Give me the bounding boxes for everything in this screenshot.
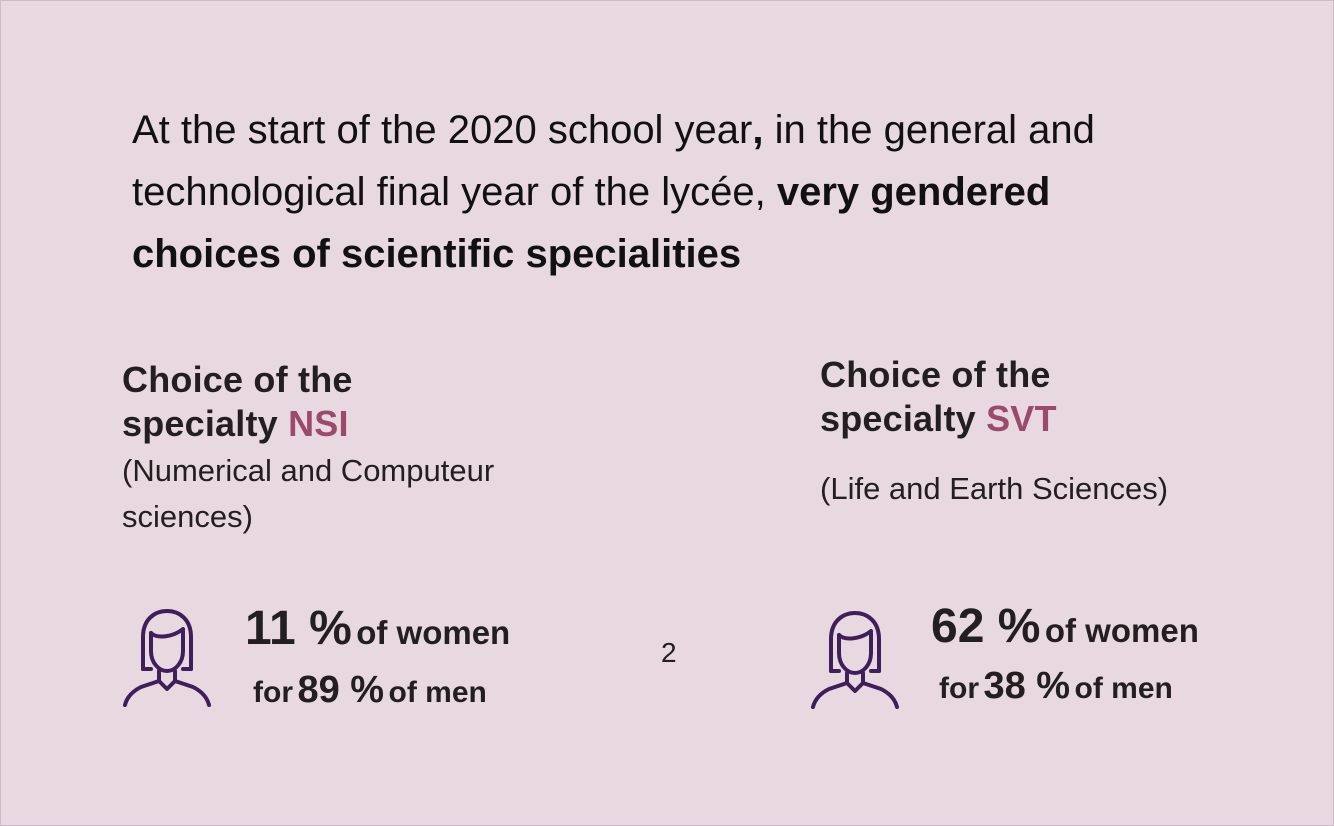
nsi-title: Choice of the specialty NSI <box>122 358 353 446</box>
nsi-title-prefix: specialty <box>122 403 289 444</box>
svt-title-line1: Choice of the <box>820 354 1051 395</box>
woman-icon <box>811 611 899 709</box>
nsi-women-suffix: of women <box>356 614 511 651</box>
headline-comma: , <box>752 108 764 152</box>
svt-subtitle: (Life and Earth Sciences) <box>820 471 1169 506</box>
svt-men-stat: for 38 % of men <box>939 665 1173 708</box>
nsi-title-line1: Choice of the <box>122 359 353 400</box>
nsi-men-stat: for 89 % of men <box>253 669 487 712</box>
svt-acronym: SVT <box>986 398 1057 439</box>
nsi-for-label: for <box>253 676 293 709</box>
nsi-men-suffix: of men <box>388 676 487 709</box>
nsi-women-stat: 11 % of women <box>245 601 510 656</box>
woman-icon <box>123 609 211 707</box>
nsi-men-pct: 89 % <box>297 669 385 711</box>
page-number: 2 <box>661 637 677 668</box>
nsi-women-pct: 11 % <box>245 602 352 655</box>
nsi-acronym: NSI <box>288 403 349 444</box>
nsi-subtitle: (Numerical and Computeur sciences) <box>122 453 495 534</box>
headline-part2: in the general and technological final y… <box>132 108 1095 214</box>
svt-men-pct: 38 % <box>983 665 1071 707</box>
svt-women-stat: 62 % of women <box>931 599 1199 654</box>
headline-part1: At the start of the 2020 school year <box>132 108 753 152</box>
svt-title: Choice of the specialty SVT <box>820 353 1057 441</box>
svt-for-label: for <box>939 672 979 705</box>
svt-women-pct: 62 % <box>931 600 1041 653</box>
svt-women-suffix: of women <box>1044 612 1199 649</box>
headline-bold: very gendered choices of scientific spec… <box>132 170 1051 276</box>
svt-men-suffix: of men <box>1074 672 1173 705</box>
svt-title-prefix: specialty <box>820 398 987 439</box>
slide-headline: At the start of the 2020 school year, in… <box>132 99 1172 285</box>
